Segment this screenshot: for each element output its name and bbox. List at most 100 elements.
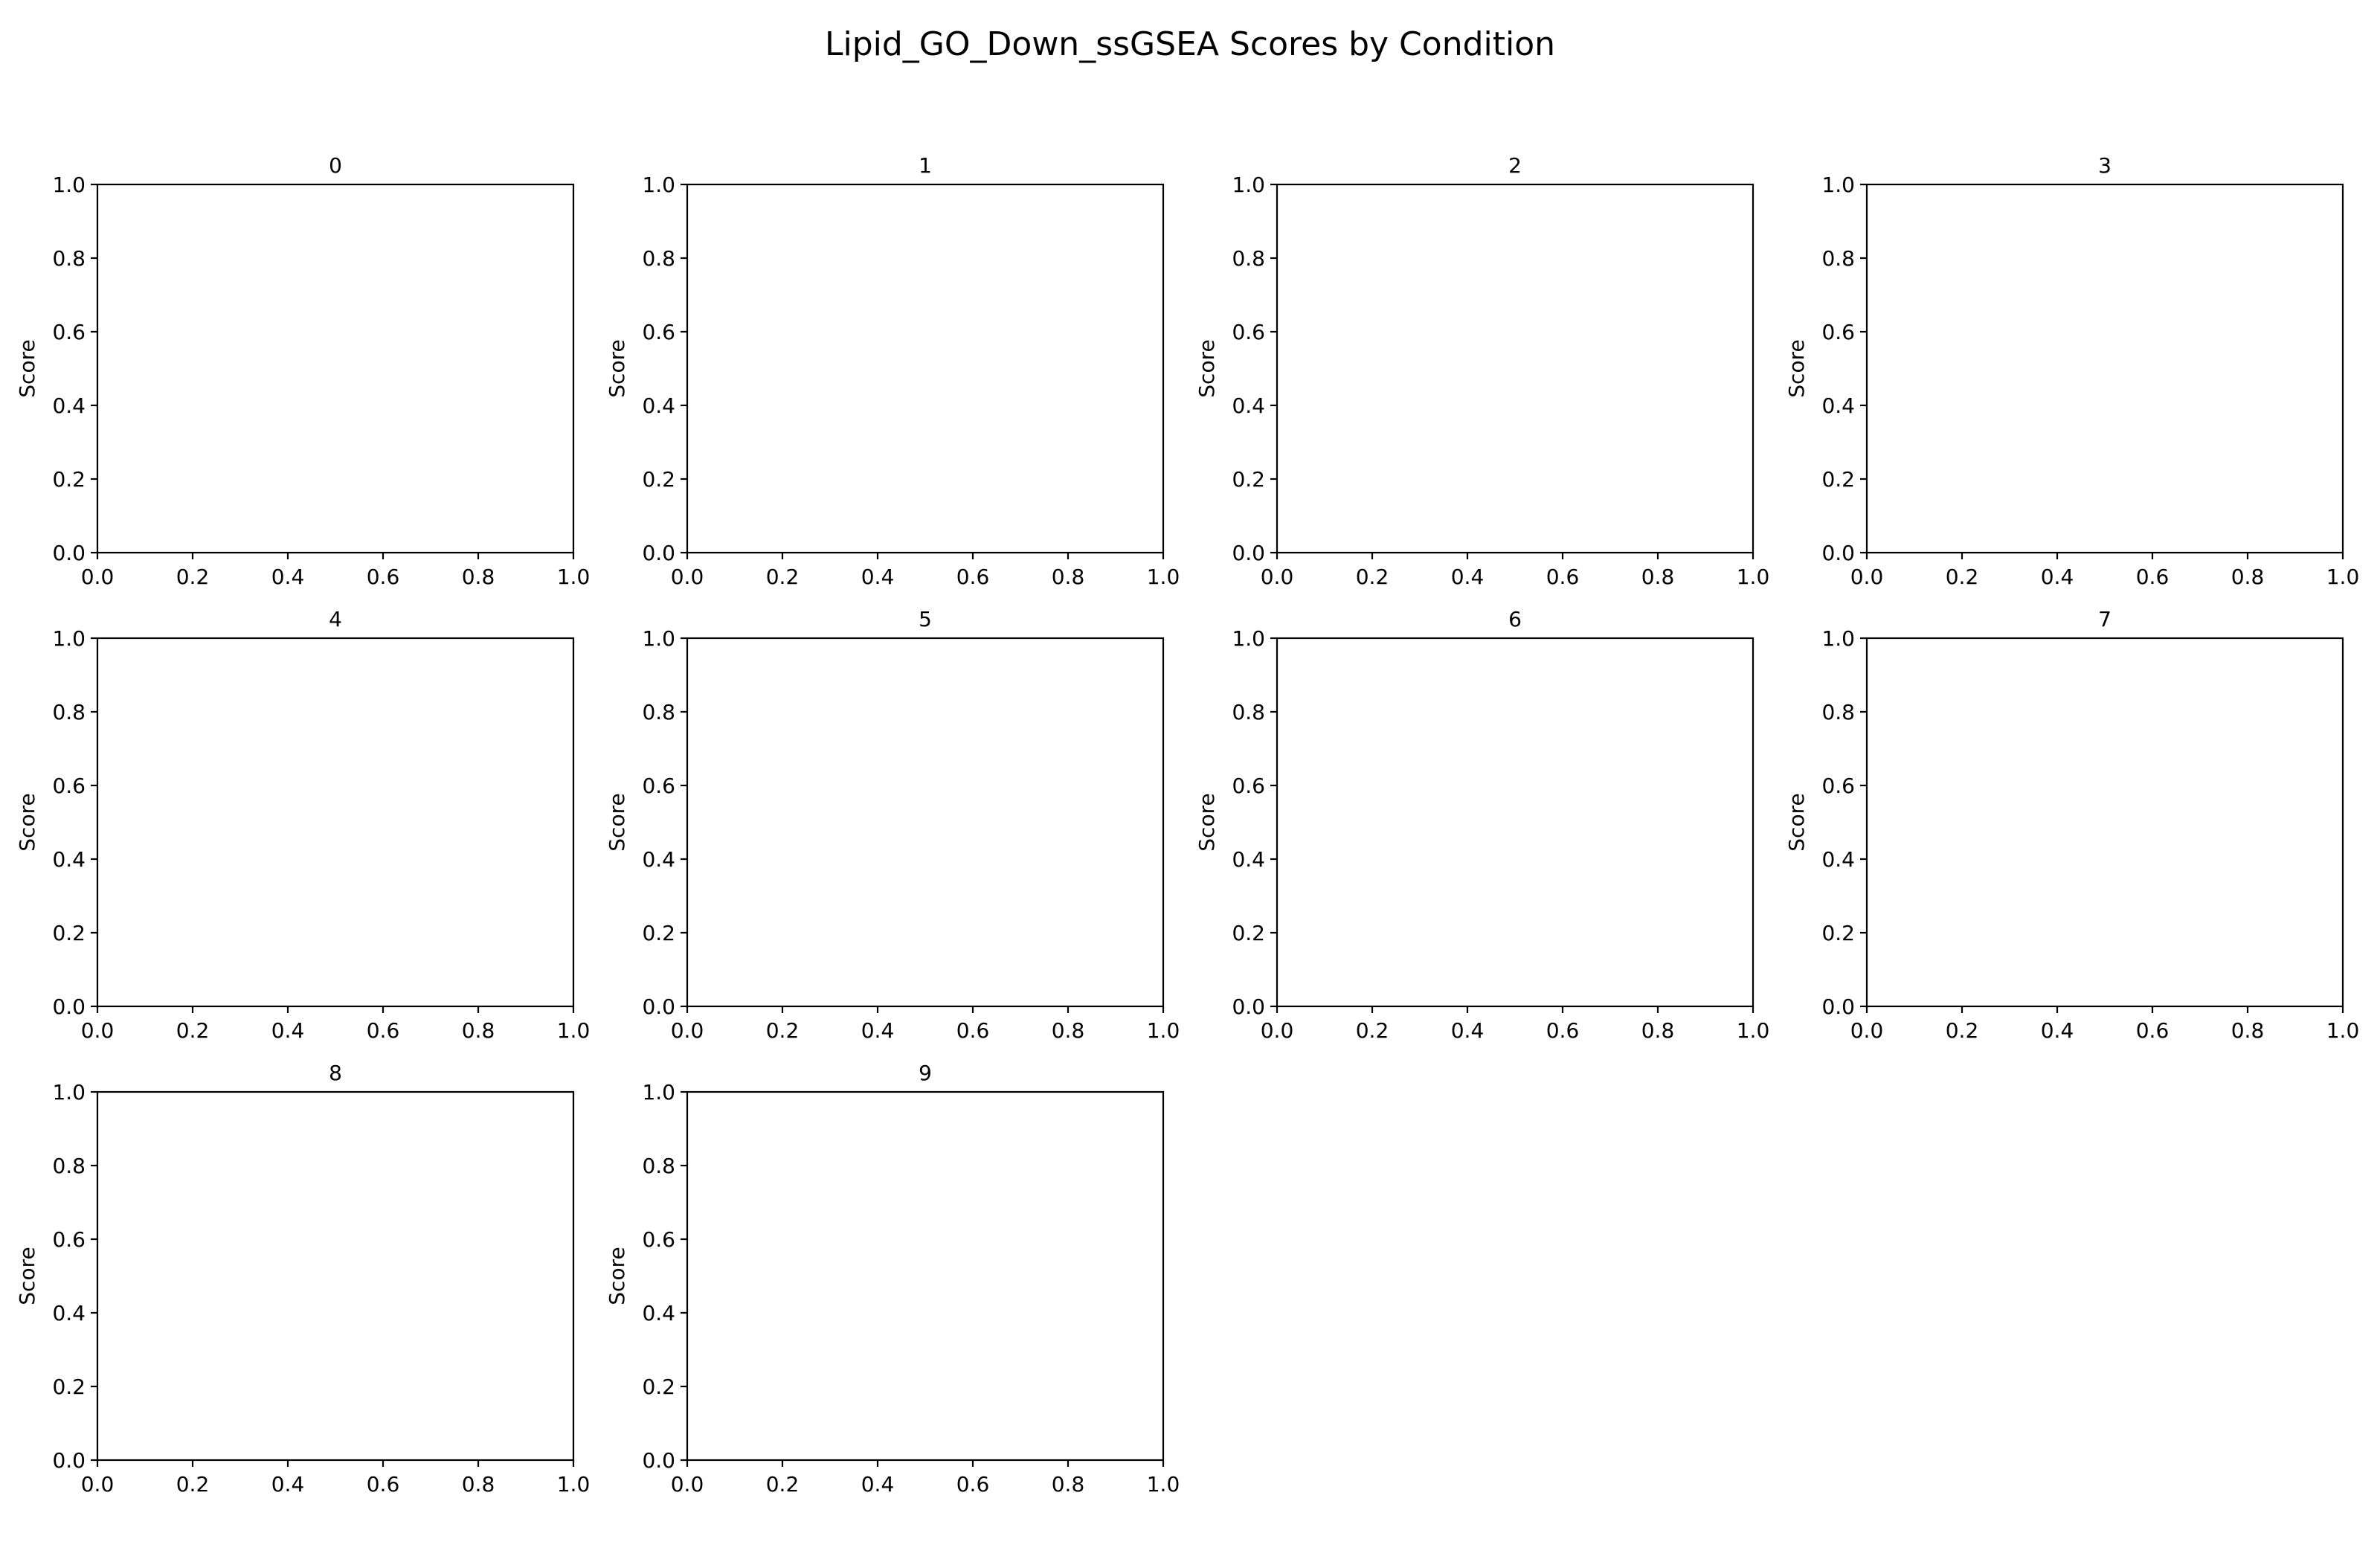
x-tick-label: 0.6 (367, 565, 400, 589)
figure-title: Lipid_GO_Down_ssGSEA Scores by Condition (825, 25, 1555, 63)
y-tick-label: 0.8 (1821, 700, 1855, 724)
y-tick-label: 1.0 (642, 626, 675, 651)
x-tick-label: 0.4 (2041, 565, 2074, 589)
y-tick-label: 0.8 (642, 246, 675, 271)
y-tick-label: 0.0 (1232, 541, 1265, 565)
x-tick-label: 0.0 (1261, 565, 1294, 589)
y-tick-label: 1.0 (642, 173, 675, 197)
x-tick-label: 0.4 (861, 1472, 895, 1497)
axes-frame (686, 637, 1165, 1008)
x-tick-label: 0.8 (462, 1472, 495, 1497)
y-tick-label: 0.2 (52, 1375, 86, 1399)
y-tick-label: 0.2 (642, 467, 675, 492)
subplot-5: 5 0.0 0.2 0.4 0.6 0.8 1.0 0.0 0.2 0.4 0.6 0.8 1.0 Sco… (605, 607, 1180, 1043)
y-tick-label: 0.6 (642, 1227, 675, 1252)
subplot-title: 2 (1508, 153, 1522, 178)
y-axis-label: Score (605, 1247, 629, 1305)
x-tick-label: 0.6 (2136, 1018, 2170, 1043)
y-tick-label: 1.0 (1821, 626, 1855, 651)
x-tick-label: 0.2 (766, 565, 800, 589)
y-tick-label: 0.6 (1232, 774, 1265, 798)
subplot-title: 8 (329, 1061, 342, 1085)
x-tick-label: 0.4 (861, 1018, 895, 1043)
x-tick-label: 0.6 (956, 1472, 990, 1497)
subplot-title: 4 (329, 607, 342, 631)
x-tick-label: 1.0 (1147, 1472, 1180, 1497)
axes-frame (1276, 637, 1755, 1008)
subplot-title: 7 (2098, 607, 2112, 631)
x-tick-label: 0.2 (1946, 565, 1979, 589)
y-tick-label: 0.4 (52, 1301, 86, 1325)
x-tick-label: 0.4 (1451, 1018, 1485, 1043)
subplot-7: 7 0.0 0.2 0.4 0.6 0.8 1.0 0.0 0.2 0.4 0.6 0.8 1.0 Sco… (1784, 607, 2359, 1043)
x-tick-label: 0.0 (81, 1472, 115, 1497)
y-tick-label: 1.0 (642, 1080, 675, 1105)
y-tick-label: 0.4 (1821, 393, 1855, 418)
y-tick-label: 0.0 (1821, 994, 1855, 1019)
y-tick-label: 0.6 (52, 774, 86, 798)
y-tick-label: 0.2 (1821, 467, 1855, 492)
x-tick-label: 0.6 (1546, 565, 1580, 589)
y-tick-label: 0.8 (642, 1154, 675, 1178)
y-tick-label: 0.2 (642, 1375, 675, 1399)
y-axis-label: Score (15, 793, 39, 851)
x-tick-label: 1.0 (1737, 1018, 1770, 1043)
y-tick-label: 0.0 (642, 994, 675, 1019)
y-axis-label: Score (1784, 793, 1809, 851)
x-tick-label: 0.4 (271, 1018, 305, 1043)
y-tick-label: 1.0 (52, 626, 86, 651)
subplot-title: 1 (919, 153, 932, 178)
x-tick-label: 0.2 (766, 1018, 800, 1043)
y-tick-label: 0.8 (1232, 246, 1265, 271)
y-tick-label: 0.0 (52, 994, 86, 1019)
y-axis-label: Score (1194, 339, 1219, 397)
y-tick-label: 0.4 (1821, 847, 1855, 872)
y-tick-label: 0.4 (642, 1301, 675, 1325)
y-tick-label: 0.6 (642, 774, 675, 798)
x-tick-label: 0.0 (671, 565, 704, 589)
y-tick-label: 0.0 (52, 541, 86, 565)
y-tick-label: 0.0 (1232, 994, 1265, 1019)
subplot-6: 6 0.0 0.2 0.4 0.6 0.8 1.0 0.0 0.2 0.4 0.6 0.8 1.0 Sco… (1194, 607, 1769, 1043)
x-tick-label: 1.0 (1147, 1018, 1180, 1043)
y-tick-label: 0.6 (52, 320, 86, 344)
y-tick-label: 1.0 (1232, 173, 1265, 197)
x-tick-label: 0.6 (367, 1472, 400, 1497)
y-tick-label: 0.6 (1821, 774, 1855, 798)
y-tick-label: 0.6 (1232, 320, 1265, 344)
y-tick-label: 0.6 (52, 1227, 86, 1252)
x-tick-label: 0.4 (1451, 565, 1485, 589)
subplot-8: 8 0.0 0.2 0.4 0.6 0.8 1.0 0.0 0.2 0.4 0.6 0.8 1.0 Sco… (15, 1061, 590, 1497)
x-tick-label: 0.2 (176, 565, 210, 589)
x-tick-label: 0.2 (1356, 565, 1389, 589)
y-tick-label: 0.4 (1232, 393, 1265, 418)
x-tick-label: 0.4 (271, 565, 305, 589)
y-tick-label: 0.8 (52, 1154, 86, 1178)
x-tick-label: 0.0 (1261, 1018, 1294, 1043)
x-tick-label: 0.0 (1850, 1018, 1884, 1043)
y-tick-label: 0.4 (1232, 847, 1265, 872)
x-tick-label: 0.0 (671, 1018, 704, 1043)
x-tick-label: 1.0 (2326, 1018, 2360, 1043)
y-tick-label: 1.0 (1232, 626, 1265, 651)
subplot-title: 0 (329, 153, 342, 178)
y-axis-label: Score (15, 339, 39, 397)
y-tick-label: 0.4 (642, 847, 675, 872)
axes-frame (1865, 183, 2344, 554)
subplot-grid: 0 0.0 0.2 0.4 0.6 0.8 1.0 0.0 0.2 0.4 0.6 0.8 1.0 Sco… (15, 153, 2359, 1497)
axes-frame (1865, 637, 2344, 1008)
subplot-2: 2 0.0 0.2 0.4 0.6 0.8 1.0 0.0 0.2 0.4 0.6 0.8 1.0 Sco… (1194, 153, 1769, 589)
subplot-title: 5 (919, 607, 932, 631)
x-tick-label: 0.6 (1546, 1018, 1580, 1043)
y-tick-label: 1.0 (52, 1080, 86, 1105)
x-tick-label: 0.8 (1052, 1472, 1085, 1497)
y-axis-label: Score (15, 1247, 39, 1305)
axes-frame (686, 183, 1165, 554)
subplot-title: 9 (919, 1061, 932, 1085)
x-tick-label: 0.2 (176, 1018, 210, 1043)
axes-frame (96, 183, 575, 554)
x-tick-label: 0.2 (176, 1472, 210, 1497)
y-tick-label: 0.8 (1821, 246, 1855, 271)
x-tick-label: 0.8 (1641, 1018, 1675, 1043)
